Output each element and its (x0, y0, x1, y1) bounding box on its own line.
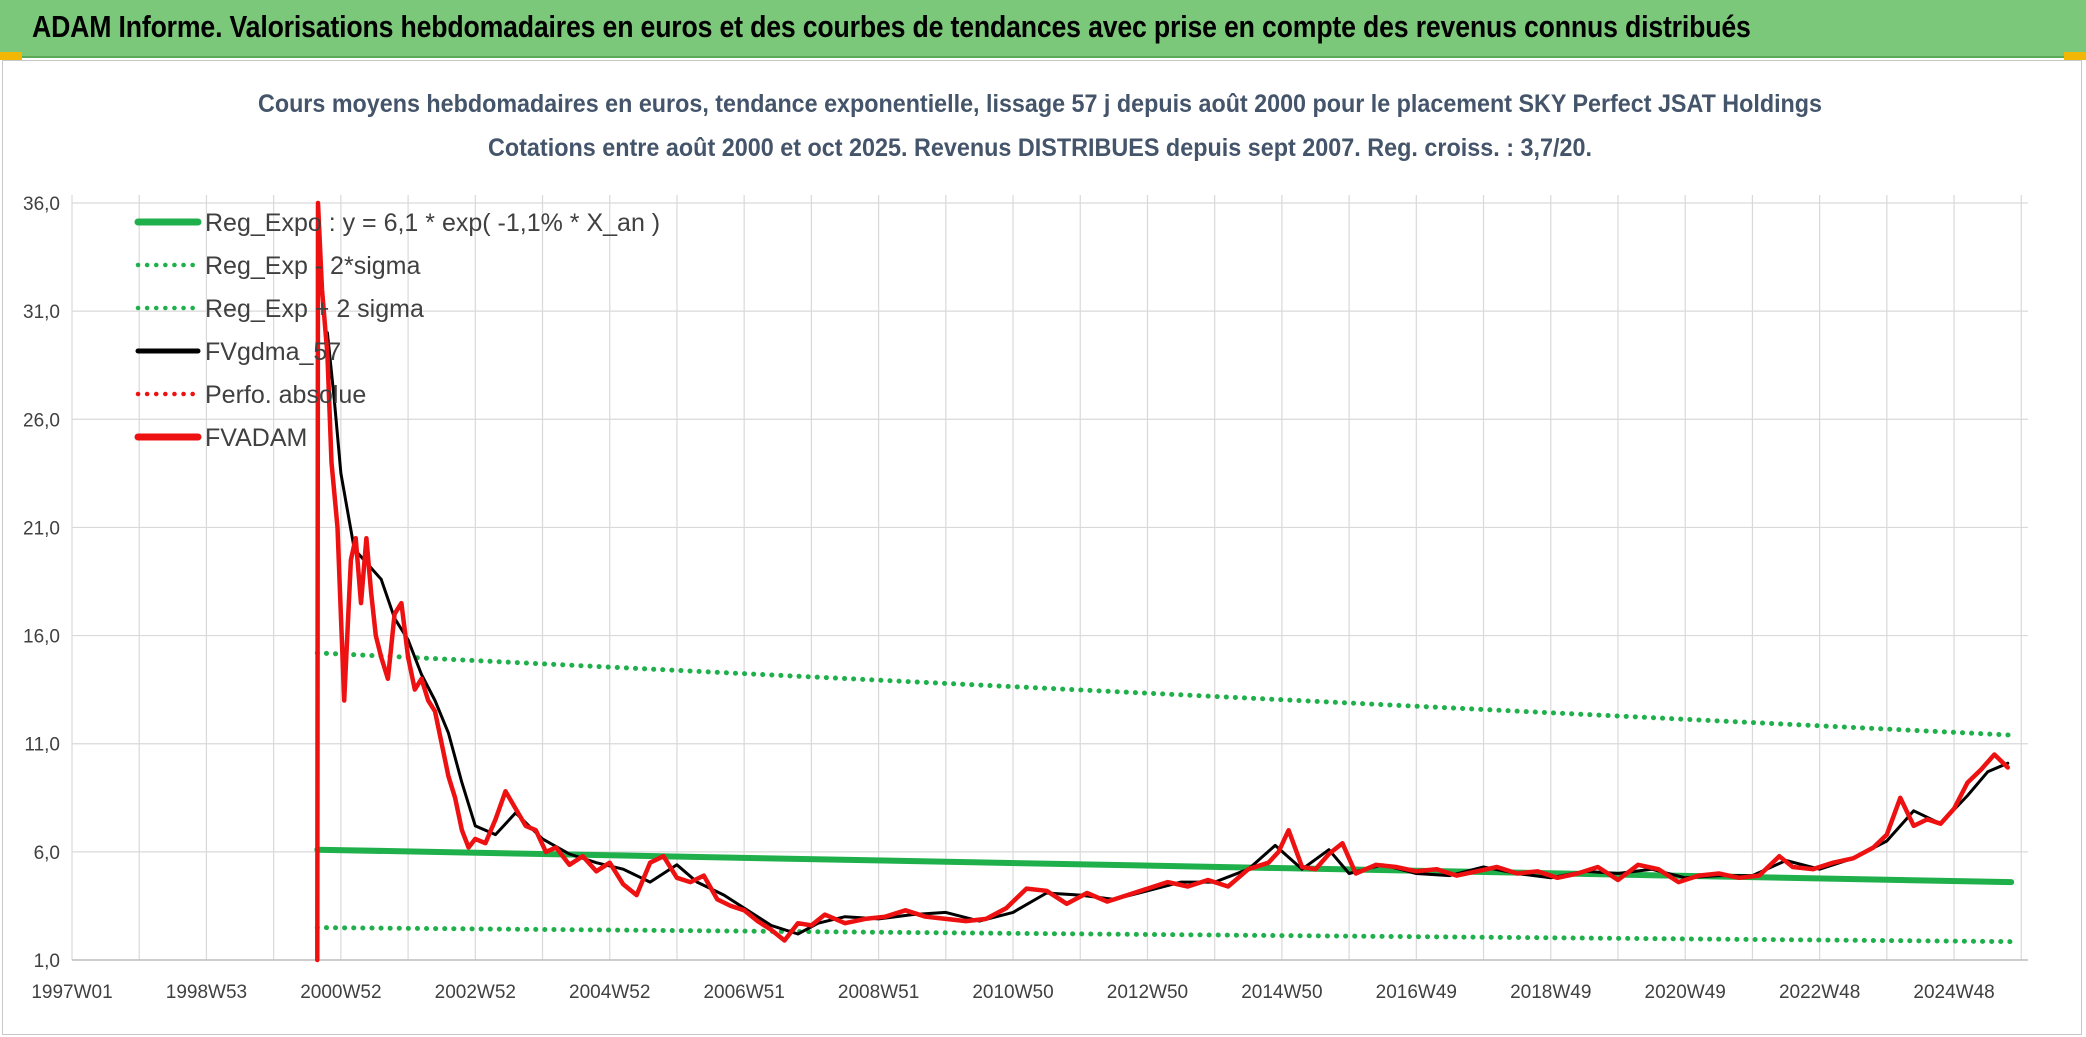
legend-label: FVADAM (205, 424, 307, 452)
y-axis-ticks: 1,0 6,0 11,0 16,0 21,0 26,0 31,0 36,0 (23, 194, 60, 972)
banner-corner-right (2064, 52, 2086, 60)
report-title: ADAM Informe. Valorisations hebdomadaire… (32, 9, 1751, 44)
legend-label: FVgdma_57 (205, 338, 341, 366)
legend-label: Reg_Exp + 2 sigma (205, 295, 424, 323)
legend-label: Perfo. absolue (205, 381, 366, 409)
chart-title: Cours moyens hebdomadaires en euros, ten… (258, 90, 1822, 118)
y-tick-label: 1,0 (34, 951, 60, 972)
x-tick-label: 2012W50 (1107, 982, 1188, 1003)
x-tick-label: 1998W53 (166, 982, 247, 1003)
series-line-5 (315, 200, 2011, 963)
x-tick-label: 2010W50 (972, 982, 1053, 1003)
x-tick-label: 2008W51 (838, 982, 919, 1003)
series-line-1 (314, 925, 2014, 945)
chart-area (2, 60, 2082, 1035)
series-line-3 (325, 331, 2010, 936)
legend-label: Reg_Exp - 2*sigma (205, 252, 420, 280)
x-axis-ticks: 1997W01 1998W53 2000W52 2002W52 2004W52 2006W… (31, 982, 1994, 1003)
legend-label: Reg_Expo : y = 6,1 * exp( -1,1% * X_an ) (205, 209, 660, 237)
x-tick-label: 2022W48 (1779, 982, 1860, 1003)
chart-subtitle: Cotations entre août 2000 et oct 2025. R… (488, 134, 1592, 162)
report-banner: ADAM Informe. Valorisations hebdomadaire… (0, 0, 2086, 58)
y-tick-label: 36,0 (23, 194, 60, 215)
y-tick-label: 21,0 (23, 518, 60, 539)
x-tick-label: 2006W51 (703, 982, 784, 1003)
grid-lines (71, 195, 2028, 961)
x-tick-label: 2020W49 (1645, 982, 1726, 1003)
x-tick-label: 1997W01 (31, 982, 112, 1003)
chart-legend: Reg_Expo : y = 6,1 * exp( -1,1% * X_an )… (134, 209, 660, 452)
x-tick-label: 2024W48 (1913, 982, 1994, 1003)
x-tick-label: 2018W49 (1510, 982, 1591, 1003)
x-tick-label: 2016W49 (1376, 982, 1457, 1003)
y-tick-label: 16,0 (23, 627, 60, 648)
y-tick-label: 6,0 (34, 843, 60, 864)
x-tick-label: 2014W50 (1241, 982, 1322, 1003)
x-tick-label: 2000W52 (300, 982, 381, 1003)
y-tick-label: 26,0 (23, 410, 60, 431)
y-tick-label: 31,0 (23, 302, 60, 323)
banner-corner-left (0, 52, 22, 60)
x-tick-label: 2004W52 (569, 982, 650, 1003)
x-tick-label: 2002W52 (435, 982, 516, 1003)
y-tick-label: 11,0 (24, 735, 60, 756)
series-line-2 (314, 650, 2014, 738)
chart-series (314, 200, 2015, 963)
